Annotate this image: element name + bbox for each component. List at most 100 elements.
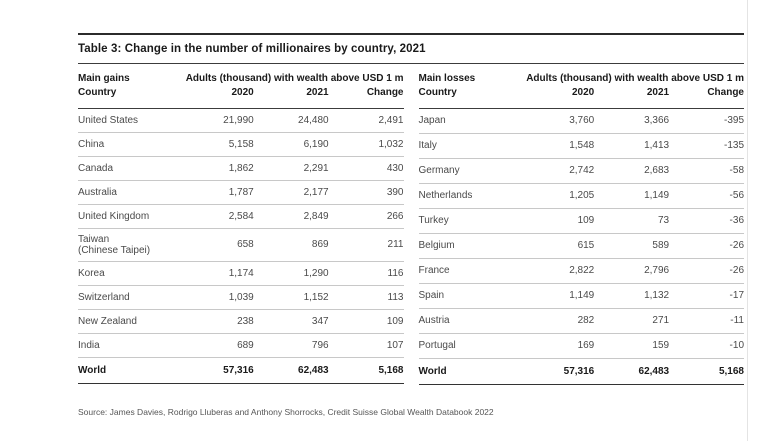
table-row: United States 21,990 24,480 2,491 — [78, 108, 404, 133]
value-2021-cell: 2,796 — [594, 258, 670, 284]
value-2020-cell: 109 — [519, 208, 595, 234]
column-header-2021: 2021 — [594, 85, 670, 109]
change-cell: -58 — [669, 158, 744, 184]
table-row: Canada 1,862 2,291 430 — [78, 156, 404, 181]
value-2021-cell: 796 — [253, 333, 329, 358]
value-2020-cell: 1,205 — [519, 183, 595, 209]
country-cell: Turkey — [418, 208, 520, 234]
value-2020-cell: 57,316 — [519, 358, 595, 385]
country-cell: Portugal — [418, 333, 520, 359]
value-2020-cell: 282 — [519, 308, 595, 334]
country-cell: United Kingdom — [78, 204, 179, 229]
group-label: Main losses — [418, 73, 476, 84]
value-2021-cell: 6,190 — [253, 132, 329, 157]
value-2020-cell: 1,149 — [519, 283, 595, 309]
table-row: Netherlands 1,205 1,149 -56 — [418, 183, 744, 209]
value-2020-cell: 1,862 — [178, 156, 254, 181]
table-row: Taiwan (Chinese Taipei) 658 869 211 — [78, 228, 404, 262]
change-cell: 1,032 — [328, 132, 404, 157]
country-cell: Netherlands — [418, 183, 520, 209]
value-2020-cell: 5,158 — [178, 132, 254, 157]
table-row: Belgium 615 589 -26 — [418, 233, 744, 259]
country-cell: Belgium — [418, 233, 520, 259]
country-cell: France — [418, 258, 520, 284]
change-cell: 266 — [328, 204, 404, 229]
change-cell: -26 — [669, 258, 744, 284]
table-row: China 5,158 6,190 1,032 — [78, 132, 404, 157]
column-header-country: Country — [78, 85, 179, 109]
table-column-header-row: Country 2020 2021 Change — [418, 85, 744, 109]
country-cell: Japan — [418, 108, 520, 134]
country-cell: Italy — [418, 133, 520, 159]
top-rule-divider — [78, 33, 744, 35]
value-2020-cell: 689 — [178, 333, 254, 358]
country-cell: Korea — [78, 261, 179, 286]
column-header-2020: 2020 — [178, 85, 254, 109]
country-cell: Switzerland — [78, 285, 179, 310]
value-2020-cell: 3,760 — [519, 108, 595, 134]
group-label: Main gains — [78, 73, 130, 84]
country-cell: World — [78, 357, 179, 384]
table-total-row: World 57,316 62,483 5,168 — [78, 357, 404, 384]
country-cell: Australia — [78, 180, 179, 205]
column-header-2020: 2020 — [519, 85, 595, 109]
value-2020-cell: 2,822 — [519, 258, 595, 284]
country-cell: New Zealand — [78, 309, 179, 334]
country-cell: World — [418, 358, 520, 385]
span-header: Adults (thousand) with wealth above USD … — [526, 73, 744, 84]
value-2020-cell: 1,174 — [178, 261, 254, 286]
value-2020-cell: 615 — [519, 233, 595, 259]
value-2020-cell: 2,742 — [519, 158, 595, 184]
main-losses-panel: Main losses Adults (thousand) with wealt… — [418, 64, 745, 385]
change-cell: -36 — [669, 208, 744, 234]
span-header: Adults (thousand) with wealth above USD … — [185, 73, 404, 84]
table-row: France 2,822 2,796 -26 — [418, 258, 744, 284]
column-header-change: Change — [669, 85, 744, 109]
value-2020-cell: 238 — [178, 309, 254, 334]
change-cell: -135 — [669, 133, 744, 159]
change-cell: -10 — [669, 333, 744, 359]
value-2021-cell: 2,291 — [253, 156, 329, 181]
change-cell: 430 — [328, 156, 404, 181]
country-cell: Canada — [78, 156, 179, 181]
value-2021-cell: 347 — [253, 309, 329, 334]
table-row: Spain 1,149 1,132 -17 — [418, 283, 744, 309]
value-2021-cell: 271 — [594, 308, 670, 334]
value-2020-cell: 1,548 — [519, 133, 595, 159]
column-header-country: Country — [418, 85, 520, 109]
change-cell: 113 — [328, 285, 404, 310]
change-cell: 116 — [328, 261, 404, 286]
value-2021-cell: 1,149 — [594, 183, 670, 209]
change-cell: -11 — [669, 308, 744, 334]
change-cell: -395 — [669, 108, 744, 134]
change-cell: -26 — [669, 233, 744, 259]
table-row: India 689 796 107 — [78, 333, 404, 358]
country-cell: Spain — [418, 283, 520, 309]
value-2021-cell: 62,483 — [253, 357, 329, 384]
value-2021-cell: 1,413 — [594, 133, 670, 159]
change-cell: 5,168 — [669, 358, 744, 385]
table-content-area: Table 3: Change in the number of million… — [78, 33, 744, 417]
column-header-2021: 2021 — [253, 85, 329, 109]
value-2020-cell: 2,584 — [178, 204, 254, 229]
value-2021-cell: 62,483 — [594, 358, 670, 385]
tables-row: Main gains Adults (thousand) with wealth… — [78, 64, 744, 385]
table-header-row: Main gains Adults (thousand) with wealth… — [78, 64, 404, 85]
change-cell: 211 — [328, 228, 404, 262]
change-cell: -17 — [669, 283, 744, 309]
table-header-row: Main losses Adults (thousand) with wealt… — [419, 64, 745, 85]
value-2020-cell: 169 — [519, 333, 595, 359]
value-2021-cell: 2,849 — [253, 204, 329, 229]
table-row: United Kingdom 2,584 2,849 266 — [78, 204, 404, 229]
change-cell: 109 — [328, 309, 404, 334]
value-2021-cell: 24,480 — [253, 108, 329, 133]
table-row: Korea 1,174 1,290 116 — [78, 261, 404, 286]
table-total-row: World 57,316 62,483 5,168 — [418, 358, 744, 385]
value-2021-cell: 869 — [253, 228, 329, 262]
change-cell: 5,168 — [328, 357, 404, 384]
value-2021-cell: 3,366 — [594, 108, 670, 134]
value-2020-cell: 658 — [178, 228, 254, 262]
source-note: Source: James Davies, Rodrigo Lluberas a… — [78, 407, 494, 417]
change-cell: 107 — [328, 333, 404, 358]
